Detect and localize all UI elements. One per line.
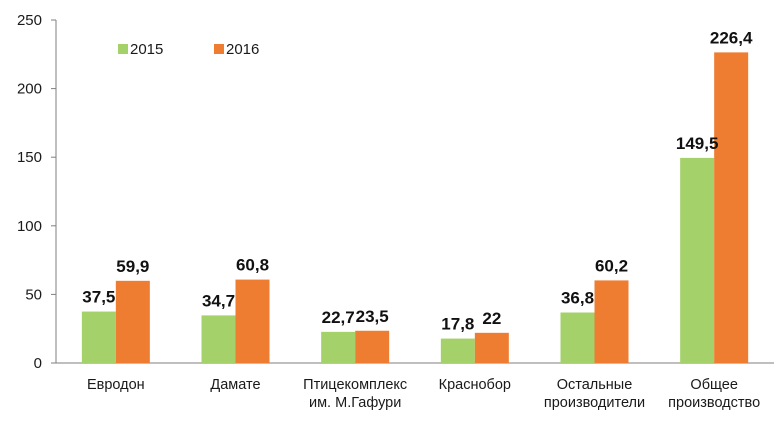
data-label-2016: 23,5 (356, 307, 389, 326)
data-label-2016: 60,2 (595, 256, 628, 275)
bar-2015 (680, 157, 715, 363)
y-tick-label: 150 (17, 149, 42, 166)
bar-2015 (440, 338, 475, 363)
data-labels: 37,559,9 34,760,8 22,7 23,5 17,8 22 36,860,2 14… (82, 28, 753, 333)
category-label: Евродон (87, 377, 145, 393)
bar-2016 (714, 52, 749, 363)
bar-2016 (115, 280, 150, 363)
data-label-2016: 59,9 (116, 257, 149, 276)
data-label-2015: 36,8 (561, 289, 594, 308)
x-axis-labels: Евродон Дамате Птицекомплекс им. М.Гафури Кр… (87, 377, 760, 411)
data-label-2015: 34,7 (202, 291, 235, 310)
bar-2016 (594, 280, 629, 363)
category-label: Птицекомплекс (303, 377, 407, 393)
y-tick-label: 50 (25, 286, 42, 303)
category-label: им. М.Гафури (309, 395, 401, 411)
category-label: Дамате (210, 377, 260, 393)
bar-2015 (201, 315, 236, 363)
category-label: Общее (690, 377, 737, 393)
legend: 2015 2016 (118, 41, 259, 58)
data-label-2015: 149,5 (676, 134, 719, 153)
legend-swatch-2016 (214, 44, 224, 54)
bar-2015 (560, 312, 595, 363)
data-label-2016: 226,4 (710, 28, 753, 47)
data-label-2015: 37,5 (82, 288, 115, 307)
legend-label-2016: 2016 (226, 41, 259, 58)
legend-label-2015: 2015 (130, 41, 163, 58)
bar-2015 (321, 331, 356, 363)
category-label: Остальные (557, 377, 633, 393)
legend-swatch-2015 (118, 44, 128, 54)
data-label-2015: 22,7 (322, 308, 355, 327)
bar-2015 (81, 311, 116, 363)
bar-2016 (474, 332, 509, 363)
category-label: производство (668, 395, 760, 411)
y-axis-ticks: 0 50 100 150 200 250 (17, 12, 56, 372)
y-tick-label: 0 (34, 355, 42, 372)
data-label-2016: 60,8 (236, 256, 269, 275)
y-tick-label: 250 (17, 12, 42, 29)
bar-2016 (235, 279, 270, 363)
data-label-2015: 17,8 (441, 315, 474, 334)
data-label-2016: 22 (482, 309, 501, 328)
bars (81, 52, 749, 363)
axes (55, 20, 774, 364)
bar-2016 (355, 330, 390, 363)
category-label: производители (544, 395, 645, 411)
category-label: Краснобор (439, 377, 511, 393)
y-tick-label: 100 (17, 218, 42, 235)
y-tick-label: 200 (17, 81, 42, 98)
